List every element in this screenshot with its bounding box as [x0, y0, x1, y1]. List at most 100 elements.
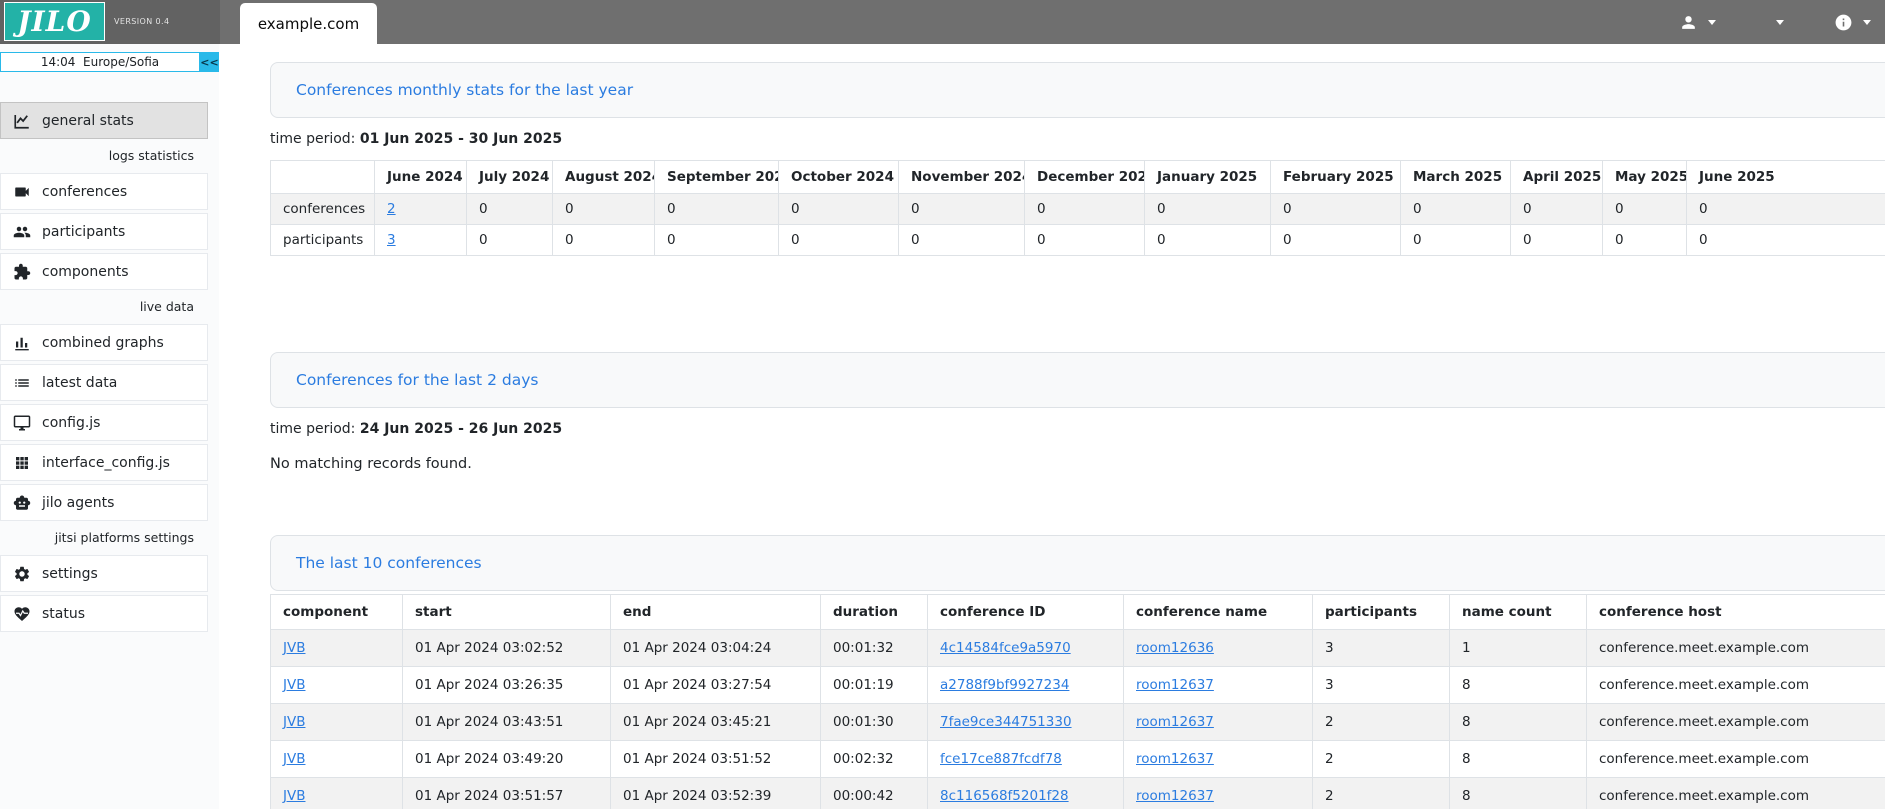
cell-component: JVB — [270, 777, 403, 809]
column-header-june-2025: June 2025 — [1686, 160, 1885, 194]
cell-conference-name: room12637 — [1123, 777, 1313, 809]
month-value-cell: 0 — [552, 224, 655, 256]
sidebar-item-components[interactable]: components — [0, 253, 208, 290]
last-10-table-body: JVB 01 Apr 2024 03:02:52 01 Apr 2024 03:04… — [270, 629, 1885, 809]
cell-conference-name: room12636 — [1123, 629, 1313, 667]
column-header-participants: participants — [1312, 594, 1450, 630]
sidebar-item-status[interactable]: status — [0, 595, 208, 632]
cell-conference-id: 7fae9ce344751330 — [927, 703, 1124, 741]
column-header-component: component — [270, 594, 403, 630]
sidebar-item-label: interface_config.js — [42, 454, 170, 471]
video-camera-icon — [12, 182, 31, 201]
table-row: JVB 01 Apr 2024 03:26:35 01 Apr 2024 03:27… — [270, 666, 1885, 704]
sidebar-item-label: participants — [42, 223, 126, 240]
component-link[interactable]: JVB — [283, 640, 306, 656]
sidebar-collapse-button[interactable]: << — [200, 52, 219, 72]
column-header-october-2024: October 2024 — [778, 160, 899, 194]
cell-conference-id: 8c116568f5201f28 — [927, 777, 1124, 809]
person-icon — [1679, 13, 1698, 32]
month-value-cell: 0 — [1400, 193, 1511, 225]
participants-count-link[interactable]: 3 — [387, 232, 396, 248]
column-header-december-2024: December 2024 — [1024, 160, 1145, 194]
cell-component: JVB — [270, 740, 403, 778]
sidebar-clock-row: 14:04 Europe/Sofia << — [0, 52, 219, 72]
cell-conference-name: room12637 — [1123, 703, 1313, 741]
chevron-down-icon — [1708, 19, 1716, 25]
timezone-clock: 14:04 Europe/Sofia — [0, 52, 200, 72]
conference-id-link[interactable]: 7fae9ce344751330 — [940, 714, 1072, 730]
app-logo: JILO — [4, 2, 105, 41]
conference-id-link[interactable]: fce17ce887fcdf78 — [940, 751, 1062, 767]
info-menu[interactable] — [1834, 13, 1871, 32]
cell-participants: 2 — [1312, 777, 1450, 809]
cell-duration: 00:01:30 — [820, 703, 928, 741]
sidebar-section-jitsi-platforms-settings: jitsi platforms settings — [54, 530, 194, 545]
column-header-november-2024: November 2024 — [898, 160, 1025, 194]
cell-name-count: 1 — [1449, 629, 1587, 667]
month-value-cell: 3 — [374, 224, 467, 256]
component-link[interactable]: JVB — [283, 788, 306, 804]
user-menu[interactable] — [1679, 13, 1716, 32]
sidebar-item-general-stats[interactable]: general stats — [0, 102, 208, 139]
sidebar-item-jilo-agents[interactable]: jilo agents — [0, 484, 208, 521]
conferences-count-link[interactable]: 2 — [387, 201, 396, 217]
conference-id-link[interactable]: a2788f9bf9927234 — [940, 677, 1070, 693]
component-link[interactable]: JVB — [283, 677, 306, 693]
last-10-conferences-table: component start end duration conference ID co… — [270, 594, 1885, 809]
conference-name-link[interactable]: room12637 — [1136, 788, 1214, 804]
sidebar-item-config-js[interactable]: config.js — [0, 404, 208, 441]
no-records-message: No matching records found. — [270, 456, 472, 472]
cell-conference-id: 4c14584fce9a5970 — [927, 629, 1124, 667]
last-2-days-heading: Conferences for the last 2 days — [296, 371, 539, 389]
cell-conference-host: conference.meet.example.com — [1586, 666, 1885, 704]
sidebar-item-interface-config-js[interactable]: interface_config.js — [0, 444, 208, 481]
component-link[interactable]: JVB — [283, 714, 306, 730]
time-period-value: 01 Jun 2025 - 30 Jun 2025 — [359, 131, 563, 147]
sidebar-item-participants[interactable]: participants — [0, 213, 208, 250]
cell-name-count: 8 — [1449, 703, 1587, 741]
row-label: conferences — [270, 193, 375, 225]
conference-name-link[interactable]: room12637 — [1136, 714, 1214, 730]
puzzle-icon — [12, 262, 31, 281]
month-value-cell: 0 — [654, 193, 779, 225]
conference-name-link[interactable]: room12636 — [1136, 640, 1214, 656]
month-value-cell: 0 — [1024, 224, 1145, 256]
column-header-may-2025: May 2025 — [1602, 160, 1687, 194]
settings-menu[interactable] — [1766, 19, 1784, 25]
conference-id-link[interactable]: 8c116568f5201f28 — [940, 788, 1069, 804]
conference-id-link[interactable]: 4c14584fce9a5970 — [940, 640, 1071, 656]
conference-name-link[interactable]: room12637 — [1136, 751, 1214, 767]
cell-conference-name: room12637 — [1123, 740, 1313, 778]
sidebar-item-conferences[interactable]: conferences — [0, 173, 208, 210]
component-link[interactable]: JVB — [283, 751, 306, 767]
sidebar: 14:04 Europe/Sofia << general stats logs … — [0, 44, 219, 809]
table-row: participants 3 0 0 0 0 0 0 0 0 0 0 0 0 — [270, 224, 1885, 256]
sidebar-item-label: status — [42, 605, 86, 622]
month-value-cell: 0 — [1686, 224, 1885, 256]
cell-conference-host: conference.meet.example.com — [1586, 629, 1885, 667]
cell-duration: 00:01:32 — [820, 629, 928, 667]
app-logo-text: JILO — [17, 5, 92, 38]
sidebar-item-combined-graphs[interactable]: combined graphs — [0, 324, 208, 361]
topbar-left-panel: JILO VERSION 0.4 — [0, 0, 220, 44]
sidebar-item-label: components — [42, 263, 129, 280]
sidebar-item-label: latest data — [42, 374, 118, 391]
platform-tab[interactable]: example.com — [240, 3, 377, 44]
month-value-cell: 0 — [654, 224, 779, 256]
cell-name-count: 8 — [1449, 666, 1587, 704]
cell-component: JVB — [270, 629, 403, 667]
table-row: JVB 01 Apr 2024 03:02:52 01 Apr 2024 03:04… — [270, 629, 1885, 667]
monthly-stats-table-head: June 2024 July 2024 August 2024 September 2… — [270, 160, 1885, 194]
column-header-january-2025: January 2025 — [1144, 160, 1271, 194]
column-header-july-2024: July 2024 — [466, 160, 553, 194]
sidebar-item-settings[interactable]: settings — [0, 555, 208, 592]
sidebar-item-label: general stats — [42, 112, 134, 129]
month-value-cell: 0 — [1510, 193, 1603, 225]
conference-name-link[interactable]: room12637 — [1136, 677, 1214, 693]
cell-end: 01 Apr 2024 03:52:39 — [610, 777, 821, 809]
sidebar-item-latest-data[interactable]: latest data — [0, 364, 208, 401]
cell-duration: 00:00:42 — [820, 777, 928, 809]
cell-conference-id: a2788f9bf9927234 — [927, 666, 1124, 704]
cell-name-count: 8 — [1449, 740, 1587, 778]
month-value-cell: 0 — [1400, 224, 1511, 256]
